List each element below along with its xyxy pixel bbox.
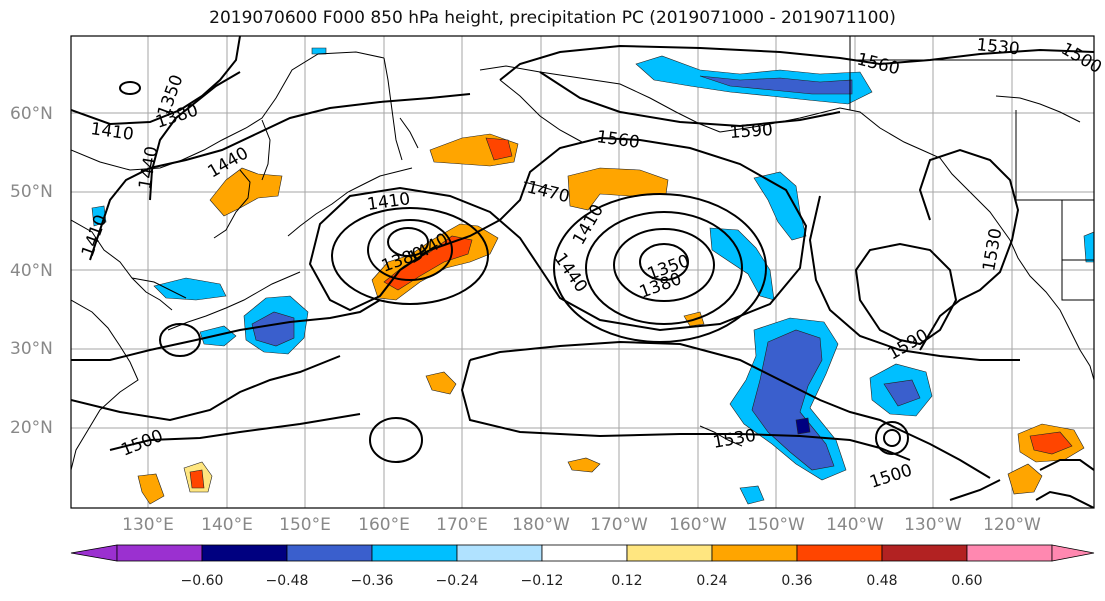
colorbar-swatch	[286, 544, 373, 562]
colorbar-swatch	[201, 544, 288, 562]
lon-label-140e: 140°E	[201, 515, 253, 535]
colorbar-tick-label: 0.12	[611, 573, 643, 589]
contour-label: 1530	[975, 35, 1020, 59]
coastlines	[71, 36, 1094, 471]
colorbar-swatch	[711, 544, 798, 562]
colorbar-swatch	[541, 544, 628, 562]
lon-label-180w: 180°W	[512, 515, 570, 535]
height-contours	[71, 36, 1094, 508]
colorbar-tick-label: 0.48	[866, 573, 898, 589]
lon-label-150e: 150°E	[279, 515, 331, 535]
colorbar-swatch	[1051, 544, 1095, 562]
lat-label-30n: 30°N	[10, 339, 53, 359]
colorbar-swatch	[626, 544, 713, 562]
lat-label-20n: 20°N	[10, 418, 53, 438]
lat-label-60n: 60°N	[10, 104, 53, 124]
colorbar-tick-label: −0.60	[180, 573, 224, 589]
colorbar-tick-label: −0.24	[435, 573, 479, 589]
lon-label-130w: 130°W	[904, 515, 962, 535]
lon-label-160w: 160°W	[669, 515, 727, 535]
colorbar-swatch	[881, 544, 968, 562]
precipitation-shading	[91, 47, 1094, 505]
lon-label-160e: 160°E	[358, 515, 410, 535]
colorbar-swatch	[796, 544, 883, 562]
colorbar-tick-label: −0.48	[265, 573, 309, 589]
colorbar-tick-label: −0.12	[520, 573, 564, 589]
lon-label-120w: 120°W	[983, 515, 1041, 535]
colorbar-tick-label: 0.24	[696, 573, 728, 589]
map-frame	[70, 35, 1095, 509]
lon-label-170e: 170°E	[436, 515, 488, 535]
lon-label-170w: 170°W	[590, 515, 648, 535]
colorbar-swatch	[966, 544, 1053, 562]
colorbar	[70, 544, 1095, 562]
colorbar-tick-label: 0.36	[781, 573, 813, 589]
lat-label-50n: 50°N	[10, 182, 53, 202]
colorbar-swatch	[371, 544, 458, 562]
lat-label-40n: 40°N	[10, 261, 53, 281]
colorbar-tick-label: −0.36	[350, 573, 394, 589]
lon-label-140w: 140°W	[826, 515, 884, 535]
colorbar-tick-label: 0.60	[951, 573, 983, 589]
lon-label-150w: 150°W	[747, 515, 805, 535]
colorbar-swatch	[70, 544, 118, 562]
colorbar-swatch	[116, 544, 203, 562]
contour-label: 1590	[729, 120, 774, 143]
map-title: 2019070600 F000 850 hPa height, precipit…	[209, 8, 896, 28]
colorbar-swatch	[456, 544, 543, 562]
lon-label-130e: 130°E	[122, 515, 174, 535]
map-plot-area	[71, 36, 1094, 508]
